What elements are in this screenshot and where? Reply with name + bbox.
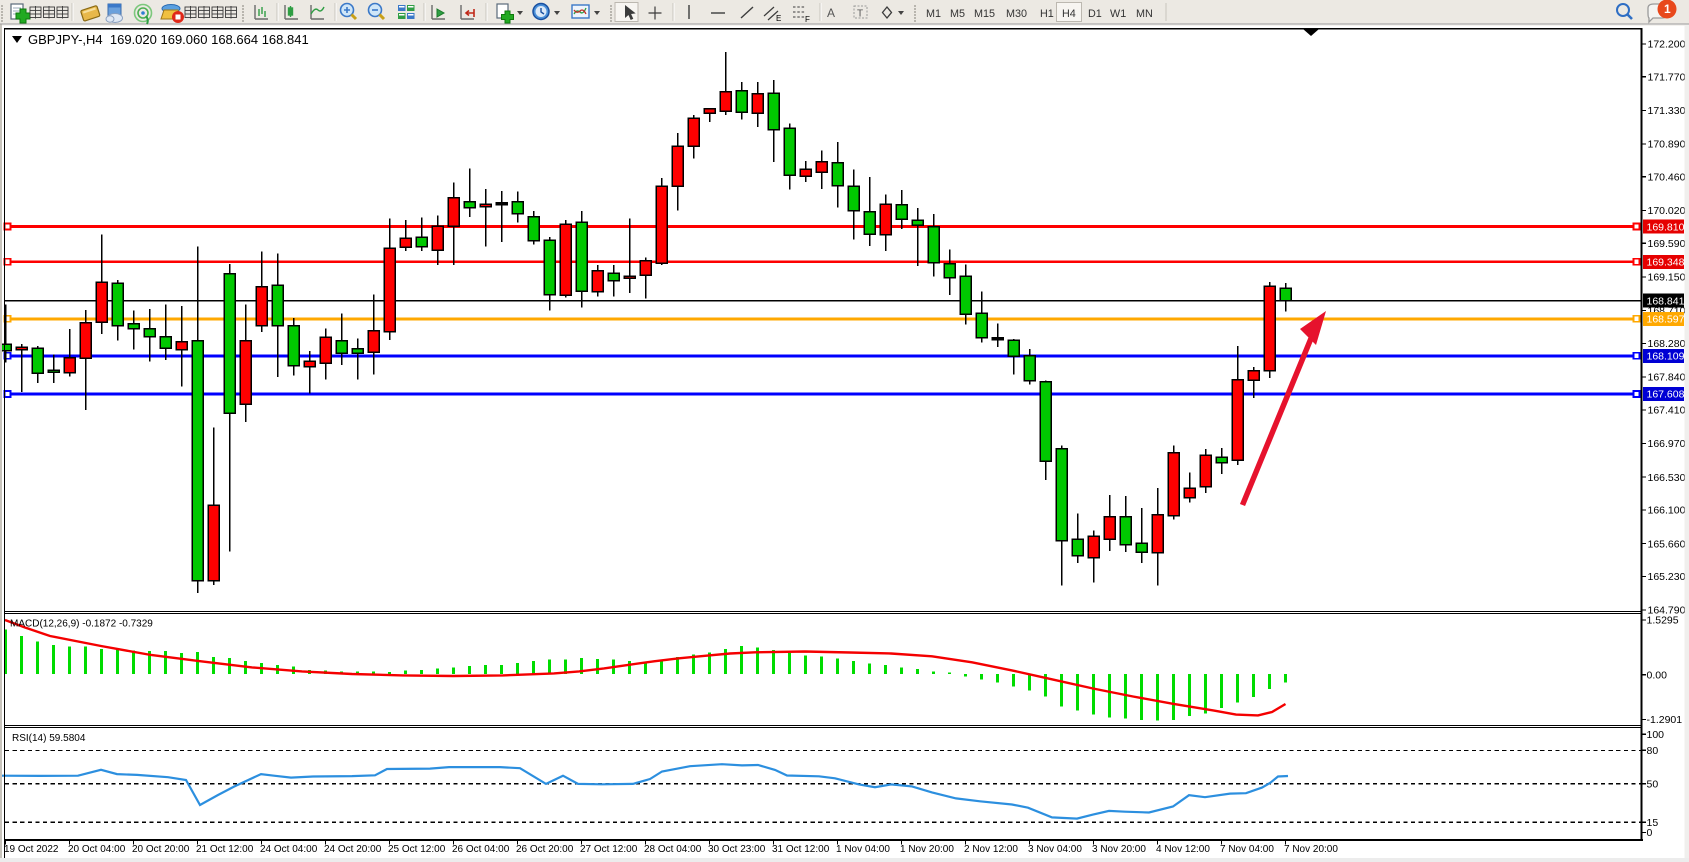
svg-text:2 Nov 12:00: 2 Nov 12:00 [964,844,1018,855]
svg-text:165.230: 165.230 [1648,571,1686,583]
svg-text:164.790: 164.790 [1648,605,1686,617]
svg-text:20 Oct 20:00: 20 Oct 20:00 [132,844,190,855]
svg-text:27 Oct 12:00: 27 Oct 12:00 [580,844,638,855]
svg-text:24 Oct 20:00: 24 Oct 20:00 [324,844,382,855]
svg-text:3 Nov 20:00: 3 Nov 20:00 [1092,844,1146,855]
svg-text:MN: MN [1136,8,1153,20]
svg-text:25 Oct 12:00: 25 Oct 12:00 [388,844,446,855]
svg-text:3 Nov 04:00: 3 Nov 04:00 [1028,844,1082,855]
svg-text:M15: M15 [974,8,995,20]
svg-text:166.100: 166.100 [1648,505,1686,517]
svg-text:169.348: 169.348 [1647,257,1685,269]
svg-text:50: 50 [1647,778,1659,790]
svg-text:168.597: 168.597 [1647,314,1685,326]
svg-text:7 Nov 20:00: 7 Nov 20:00 [1284,844,1338,855]
svg-text:A: A [827,6,835,20]
svg-text:RSI(14) 59.5804: RSI(14) 59.5804 [12,733,86,744]
svg-text:167.840: 167.840 [1648,372,1686,384]
svg-text:169.150: 169.150 [1648,272,1686,284]
svg-text:1 Nov 20:00: 1 Nov 20:00 [900,844,954,855]
svg-text:4 Nov 12:00: 4 Nov 12:00 [1156,844,1210,855]
svg-text:166.530: 166.530 [1648,472,1686,484]
svg-text:166.970: 166.970 [1648,438,1686,450]
svg-text:165.660: 165.660 [1648,538,1686,550]
svg-text:170.460: 170.460 [1648,172,1686,184]
svg-text:167.410: 167.410 [1648,405,1686,417]
svg-text:168.280: 168.280 [1648,338,1686,350]
svg-text:W1: W1 [1110,8,1126,20]
svg-text:1 Nov 04:00: 1 Nov 04:00 [836,844,890,855]
svg-text:168.841: 168.841 [1647,295,1685,307]
svg-text:100: 100 [1647,729,1665,741]
svg-text:0: 0 [1647,827,1653,839]
svg-text:E: E [776,14,781,23]
svg-text:28 Oct 04:00: 28 Oct 04:00 [644,844,702,855]
svg-text:M5: M5 [950,8,965,20]
svg-text:169.590: 169.590 [1648,238,1686,250]
svg-text:31 Oct 12:00: 31 Oct 12:00 [772,844,830,855]
svg-text:7 Nov 04:00: 7 Nov 04:00 [1220,844,1274,855]
svg-text:167.608: 167.608 [1647,389,1685,401]
svg-text:24 Oct 04:00: 24 Oct 04:00 [260,844,318,855]
svg-text:170.020: 170.020 [1648,205,1686,217]
svg-text:26 Oct 04:00: 26 Oct 04:00 [452,844,510,855]
svg-text:M30: M30 [1006,8,1027,20]
svg-text:H1: H1 [1040,8,1054,20]
svg-text:30 Oct 23:00: 30 Oct 23:00 [708,844,766,855]
svg-text:-1.2901: -1.2901 [1647,714,1683,726]
svg-text:F: F [805,15,810,24]
svg-text:171.330: 171.330 [1648,105,1686,117]
svg-text:0.00: 0.00 [1647,669,1668,681]
svg-text:1.5295: 1.5295 [1647,615,1679,627]
svg-text:T: T [857,9,863,20]
svg-text:MACD(12,26,9) -0.1872 -0.7329: MACD(12,26,9) -0.1872 -0.7329 [10,619,153,630]
svg-text:169.810: 169.810 [1647,221,1685,233]
svg-text:1: 1 [1664,2,1671,16]
svg-text:GBPJPY-,H4 169.020 169.060 16: GBPJPY-,H4 169.020 169.060 168.664 168.8… [28,32,309,47]
svg-text:26 Oct 20:00: 26 Oct 20:00 [516,844,574,855]
svg-text:171.770: 171.770 [1648,71,1686,83]
svg-text:19 Oct 2022: 19 Oct 2022 [4,844,59,855]
svg-text:21 Oct 12:00: 21 Oct 12:00 [196,844,254,855]
svg-text:M1: M1 [926,8,941,20]
svg-text:172.200: 172.200 [1648,39,1686,51]
svg-text:15: 15 [1647,817,1659,829]
svg-text:D1: D1 [1088,8,1102,20]
svg-text:80: 80 [1647,745,1659,757]
svg-text:168.109: 168.109 [1647,351,1685,363]
svg-text:H4: H4 [1062,8,1076,20]
svg-text:20 Oct 04:00: 20 Oct 04:00 [68,844,126,855]
svg-text:170.890: 170.890 [1648,139,1686,151]
